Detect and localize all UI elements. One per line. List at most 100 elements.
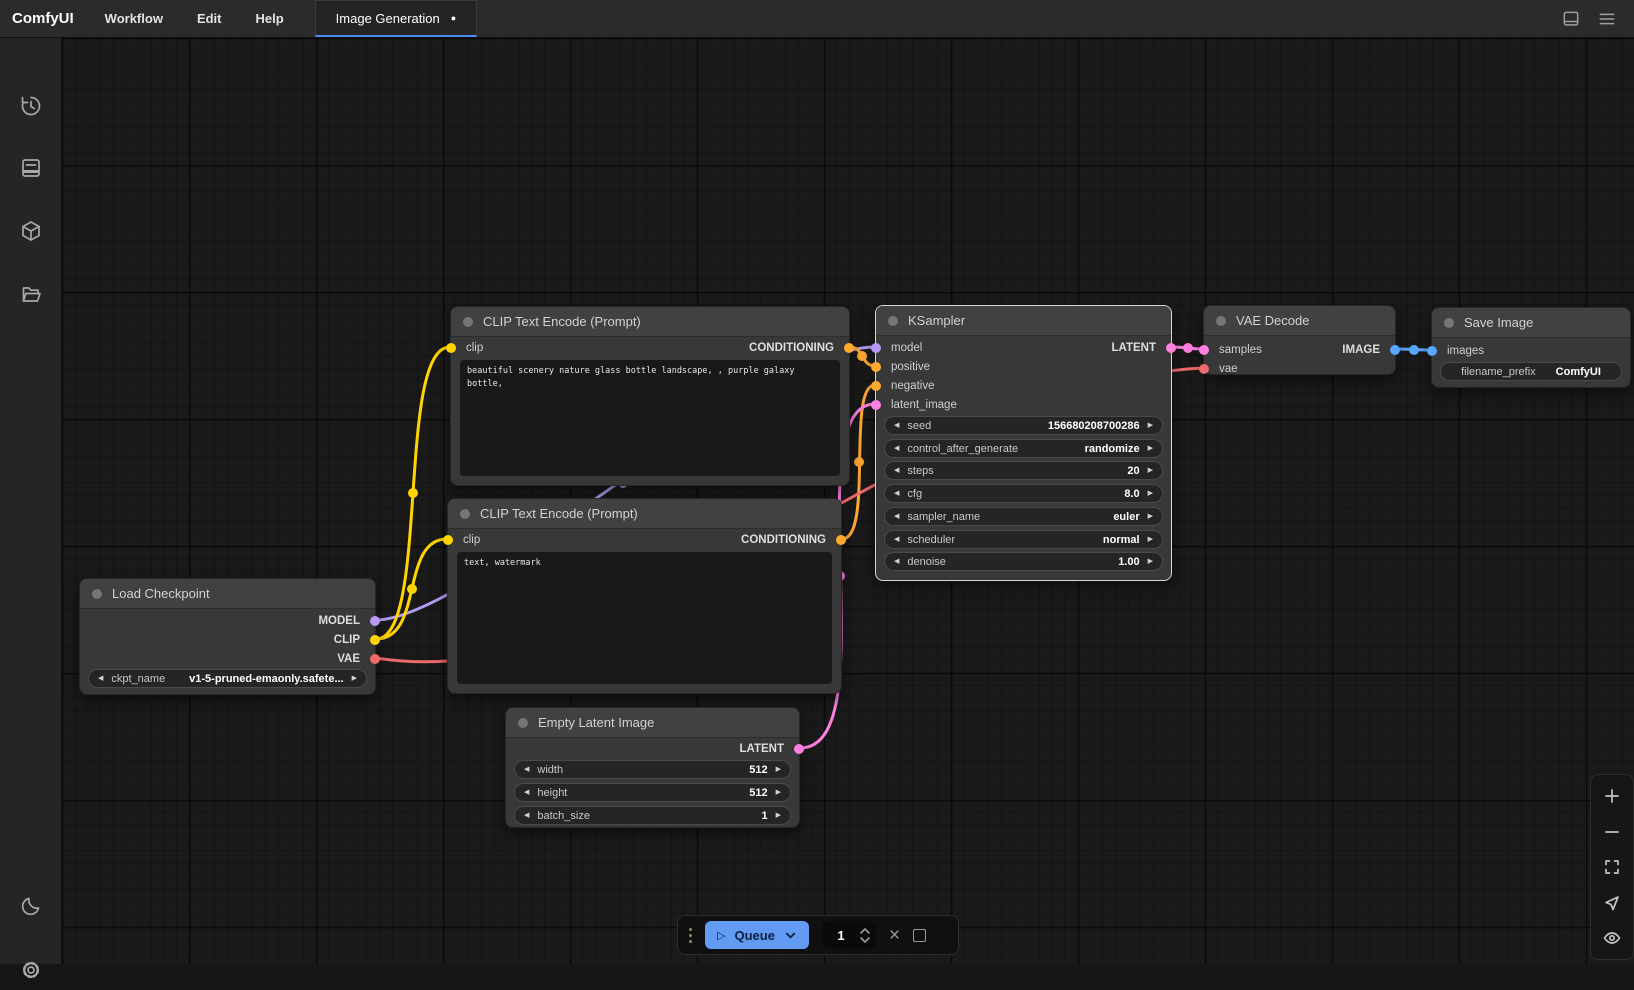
widget-ckpt-name[interactable]: ◀ ckpt_name v1-5-pruned-emaonly.safete..… bbox=[88, 669, 367, 688]
decrement-arrow-icon[interactable]: ◀ bbox=[894, 536, 899, 543]
decrement-arrow-icon[interactable]: ◀ bbox=[894, 513, 899, 520]
port-model-input[interactable] bbox=[871, 343, 881, 353]
decrement-arrow-icon[interactable]: ◀ bbox=[98, 675, 103, 682]
sidebar-workflows-folder-icon[interactable] bbox=[11, 274, 51, 314]
node-ksampler[interactable]: KSampler model positive negative latent_… bbox=[875, 305, 1172, 581]
node-save-image[interactable]: Save Image images filename_prefix ComfyU… bbox=[1431, 307, 1631, 388]
decrement-arrow-icon[interactable]: ◀ bbox=[894, 558, 899, 565]
drag-handle-icon[interactable] bbox=[689, 928, 692, 943]
zoom-out-icon[interactable] bbox=[1601, 821, 1623, 843]
increment-arrow-icon[interactable]: ▶ bbox=[1148, 422, 1153, 429]
collapse-dot-icon[interactable] bbox=[518, 718, 528, 728]
widget-width[interactable]: ◀ width 512 ▶ bbox=[514, 760, 791, 779]
node-title-bar[interactable]: Save Image bbox=[1432, 308, 1630, 338]
increment-arrow-icon[interactable]: ▶ bbox=[1148, 536, 1153, 543]
port-latent-output[interactable] bbox=[1166, 343, 1176, 353]
stepper-arrows[interactable] bbox=[860, 928, 876, 943]
port-latent-image-input[interactable] bbox=[871, 400, 881, 410]
prompt-textarea[interactable]: beautiful scenery nature glass bottle la… bbox=[460, 360, 840, 476]
sidebar-model-library-icon[interactable] bbox=[11, 211, 51, 251]
node-load-checkpoint[interactable]: Load Checkpoint MODEL CLIP VAE ◀ ckpt_na… bbox=[79, 578, 376, 695]
toggle-link-visibility-eye-icon[interactable] bbox=[1601, 927, 1623, 949]
menu-help[interactable]: Help bbox=[239, 0, 301, 37]
widget-cfg[interactable]: ◀ cfg 8.0 ▶ bbox=[884, 484, 1163, 503]
node-clip-text-encode-positive[interactable]: CLIP Text Encode (Prompt) clip CONDITION… bbox=[450, 306, 850, 486]
port-negative-input[interactable] bbox=[871, 381, 881, 391]
sidebar-node-library-icon[interactable] bbox=[11, 148, 51, 188]
port-vae-input[interactable] bbox=[1199, 364, 1209, 374]
widget-steps[interactable]: ◀ steps 20 ▶ bbox=[884, 461, 1163, 480]
widget-sampler-name[interactable]: ◀ sampler_name euler ▶ bbox=[884, 507, 1163, 526]
decrement-arrow-icon[interactable]: ◀ bbox=[524, 812, 529, 819]
increment-arrow-icon[interactable]: ▶ bbox=[776, 812, 781, 819]
decrement-arrow-icon[interactable]: ◀ bbox=[524, 789, 529, 796]
port-samples-input[interactable] bbox=[1199, 345, 1209, 355]
port-vae-output[interactable] bbox=[370, 654, 380, 664]
sidebar-settings-gear-icon[interactable] bbox=[11, 950, 51, 990]
widget-scheduler[interactable]: ◀ scheduler normal ▶ bbox=[884, 530, 1163, 549]
collapse-dot-icon[interactable] bbox=[463, 317, 473, 327]
stop-icon[interactable] bbox=[913, 929, 926, 942]
decrement-arrow-icon[interactable]: ◀ bbox=[894, 422, 899, 429]
clear-queue-close-icon[interactable]: × bbox=[889, 926, 900, 945]
queue-options-chevron-icon[interactable] bbox=[784, 929, 797, 942]
port-latent-output[interactable] bbox=[794, 744, 804, 754]
node-empty-latent-image[interactable]: Empty Latent Image LATENT ◀ width 512 ▶ … bbox=[505, 707, 800, 828]
decrement-arrow-icon[interactable]: ◀ bbox=[524, 766, 529, 773]
fit-view-icon[interactable] bbox=[1601, 856, 1623, 878]
node-graph-canvas[interactable] bbox=[62, 38, 1634, 964]
menu-edit[interactable]: Edit bbox=[180, 0, 239, 37]
hamburger-menu-icon[interactable] bbox=[1596, 8, 1618, 30]
batch-count-stepper[interactable]: 1 bbox=[822, 921, 876, 949]
workflow-tab[interactable]: Image Generation ● bbox=[315, 0, 478, 37]
port-clip-input[interactable] bbox=[443, 535, 453, 545]
increment-arrow-icon[interactable]: ▶ bbox=[1148, 445, 1153, 452]
stepper-down-icon[interactable] bbox=[860, 937, 870, 943]
zoom-in-icon[interactable] bbox=[1601, 785, 1623, 807]
widget-height[interactable]: ◀ height 512 ▶ bbox=[514, 783, 791, 802]
widget-batch-size[interactable]: ◀ batch_size 1 ▶ bbox=[514, 806, 791, 825]
menu-workflow[interactable]: Workflow bbox=[88, 0, 180, 37]
decrement-arrow-icon[interactable]: ◀ bbox=[894, 490, 899, 497]
stepper-up-icon[interactable] bbox=[860, 928, 870, 934]
port-images-input[interactable] bbox=[1427, 346, 1437, 356]
sidebar-theme-toggle-moon-icon[interactable] bbox=[11, 886, 51, 926]
decrement-arrow-icon[interactable]: ◀ bbox=[894, 445, 899, 452]
pan-mode-pointer-icon[interactable] bbox=[1601, 892, 1623, 914]
widget-denoise[interactable]: ◀ denoise 1.00 ▶ bbox=[884, 552, 1163, 571]
increment-arrow-icon[interactable]: ▶ bbox=[776, 789, 781, 796]
collapse-dot-icon[interactable] bbox=[888, 316, 898, 326]
node-title-bar[interactable]: Load Checkpoint bbox=[80, 579, 375, 609]
app-logo[interactable]: ComfyUI bbox=[0, 0, 88, 37]
increment-arrow-icon[interactable]: ▶ bbox=[1148, 490, 1153, 497]
port-model-output[interactable] bbox=[370, 616, 380, 626]
node-title-bar[interactable]: KSampler bbox=[876, 306, 1171, 336]
collapse-dot-icon[interactable] bbox=[1444, 318, 1454, 328]
toggle-bottom-panel-icon[interactable] bbox=[1560, 8, 1582, 30]
collapse-dot-icon[interactable] bbox=[1216, 316, 1226, 326]
increment-arrow-icon[interactable]: ▶ bbox=[1148, 513, 1153, 520]
increment-arrow-icon[interactable]: ▶ bbox=[1148, 467, 1153, 474]
port-image-output[interactable] bbox=[1390, 345, 1400, 355]
prompt-textarea[interactable]: text, watermark bbox=[457, 552, 832, 684]
node-title-bar[interactable]: CLIP Text Encode (Prompt) bbox=[451, 307, 849, 337]
port-positive-input[interactable] bbox=[871, 362, 881, 372]
decrement-arrow-icon[interactable]: ◀ bbox=[894, 467, 899, 474]
widget-control-after-generate[interactable]: ◀ control_after_generate randomize ▶ bbox=[884, 439, 1163, 458]
widget-filename-prefix[interactable]: filename_prefix ComfyUI bbox=[1440, 362, 1622, 381]
node-title-bar[interactable]: CLIP Text Encode (Prompt) bbox=[448, 499, 841, 529]
sidebar-queue-history-icon[interactable] bbox=[11, 86, 51, 126]
collapse-dot-icon[interactable] bbox=[460, 509, 470, 519]
node-clip-text-encode-negative[interactable]: CLIP Text Encode (Prompt) clip CONDITION… bbox=[447, 498, 842, 694]
increment-arrow-icon[interactable]: ▶ bbox=[1148, 558, 1153, 565]
collapse-dot-icon[interactable] bbox=[92, 589, 102, 599]
node-title-bar[interactable]: Empty Latent Image bbox=[506, 708, 799, 738]
increment-arrow-icon[interactable]: ▶ bbox=[776, 766, 781, 773]
node-title-bar[interactable]: VAE Decode bbox=[1204, 306, 1395, 336]
node-vae-decode[interactable]: VAE Decode samples vae IMAGE bbox=[1203, 305, 1396, 375]
queue-button[interactable]: ▷ Queue bbox=[705, 921, 809, 949]
port-clip-output[interactable] bbox=[370, 635, 380, 645]
port-clip-input[interactable] bbox=[446, 343, 456, 353]
increment-arrow-icon[interactable]: ▶ bbox=[352, 675, 357, 682]
port-conditioning-output[interactable] bbox=[844, 343, 854, 353]
